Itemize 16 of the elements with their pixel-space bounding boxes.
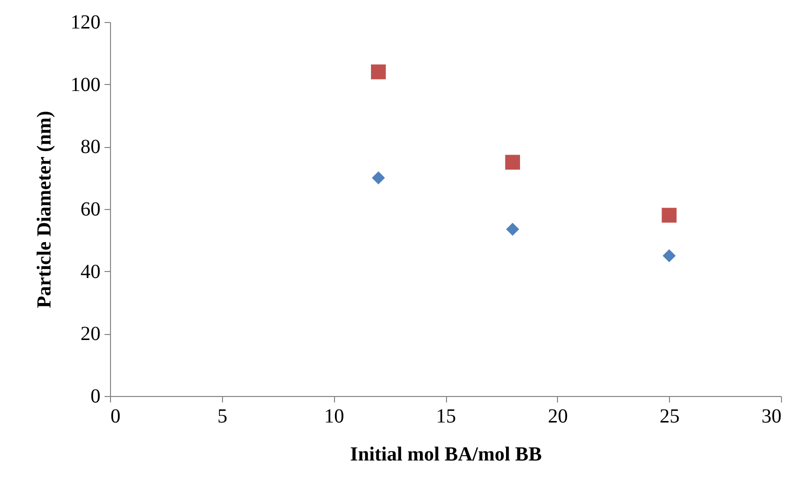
x-tick-label: 15 — [436, 406, 456, 428]
x-axis-title: Initial mol BA/mol BB — [350, 444, 542, 466]
y-tick-label: 120 — [70, 12, 100, 34]
x-tick-label: 5 — [217, 406, 228, 428]
x-tick-label: 10 — [324, 406, 344, 428]
y-tick-label: 80 — [80, 136, 100, 158]
y-tick-label: 20 — [80, 323, 100, 346]
x-tick-label: 0 — [110, 406, 120, 428]
x-tick-label: 20 — [548, 406, 568, 428]
y-tick-label: 60 — [80, 198, 100, 220]
y-tick-label: 100 — [70, 74, 100, 96]
x-tick-label: 25 — [660, 406, 680, 428]
y-axis-title: Particle Diameter (nm) — [34, 110, 56, 308]
y-tick-label: 40 — [80, 260, 100, 283]
y-tick-label: 0 — [90, 386, 100, 408]
x-tick-label: 30 — [762, 406, 782, 428]
